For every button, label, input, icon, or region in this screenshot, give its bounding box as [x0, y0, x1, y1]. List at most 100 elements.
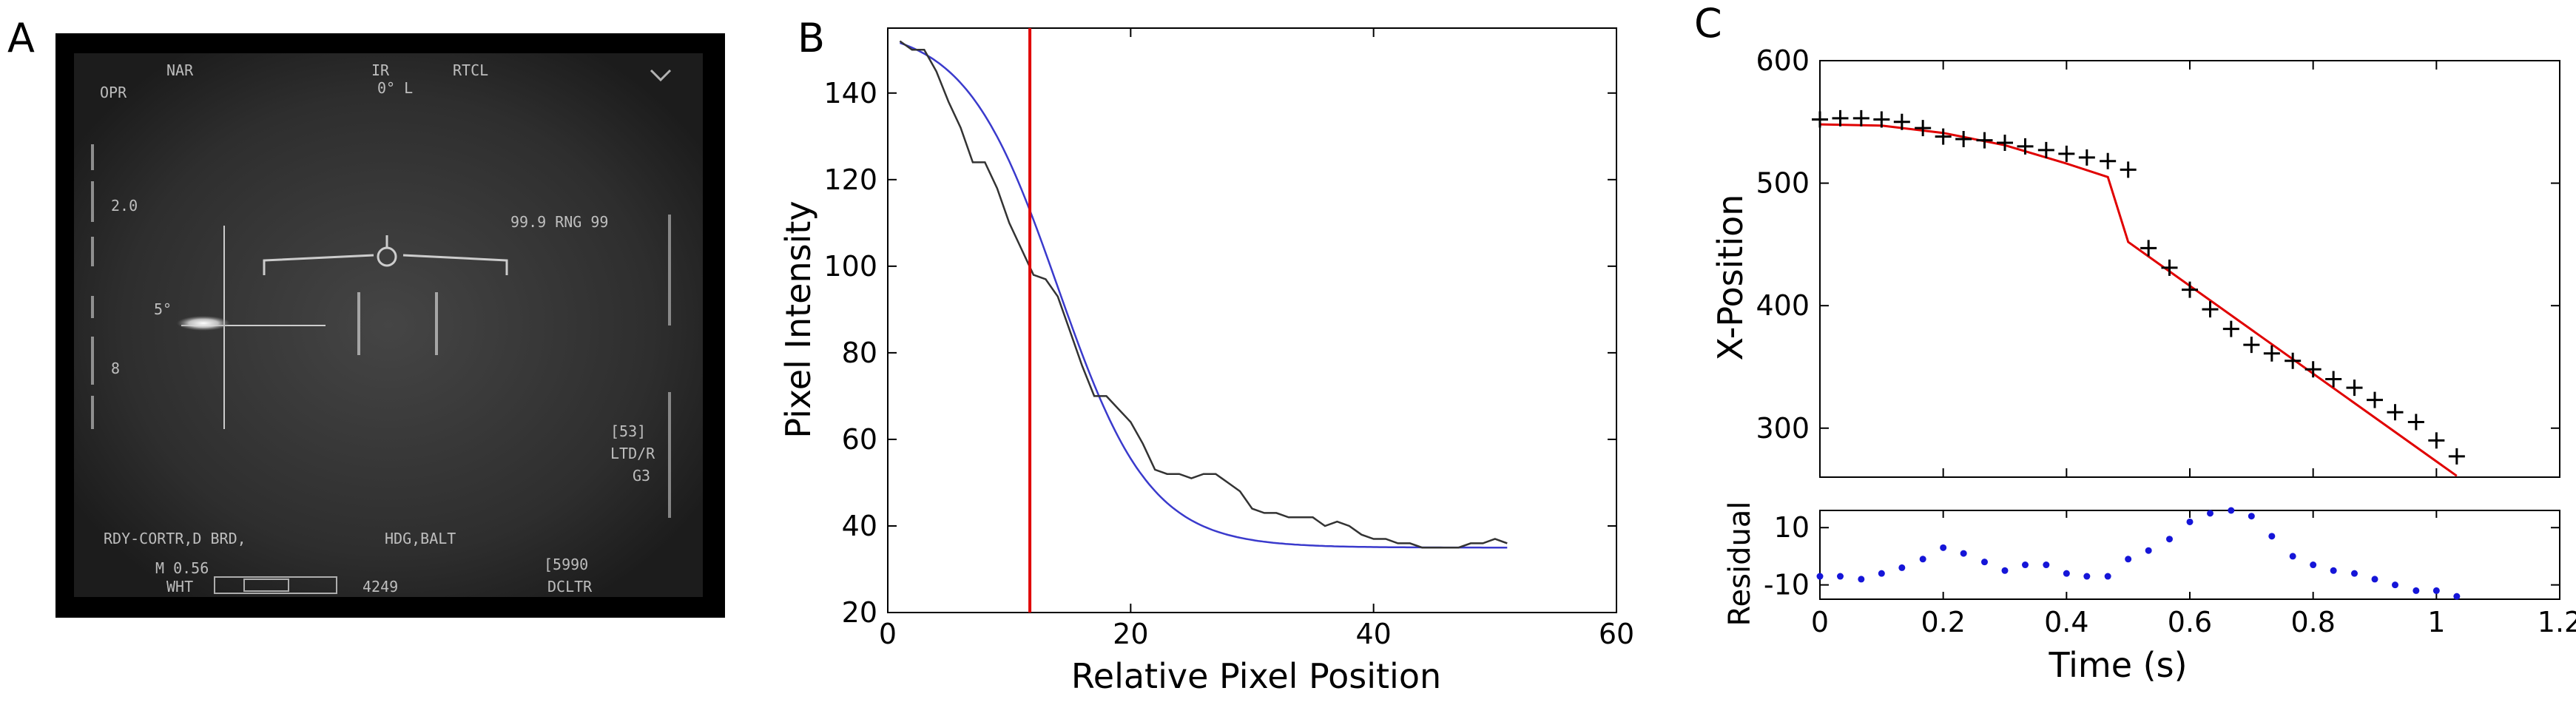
- chart-c-top-point: [2428, 432, 2445, 449]
- chart-c-top-point: [2407, 414, 2424, 431]
- chart-c-top-point: [1935, 128, 1952, 145]
- chart-b-xlabel: Relative Pixel Position: [1071, 656, 1441, 696]
- hud-bottom4: WHT: [166, 578, 193, 596]
- chart-b-ytick-label: 40: [842, 510, 877, 542]
- chart-c-bottom-point: [2392, 581, 2398, 589]
- chart-c-bottom-point: [2125, 556, 2132, 563]
- chart-c-top-ylabel: X-Position: [1710, 195, 1750, 361]
- chart-c-bottom-point: [2166, 536, 2173, 543]
- chart-b-ytick-label: 140: [823, 77, 877, 109]
- chart-c-bottom-point: [2310, 561, 2317, 569]
- hud-bottom7: DCLTR: [547, 578, 593, 596]
- reticle-bars: [357, 292, 438, 355]
- panel-a-video-frame: OPR NAR IR RTCL 0° L 2.0 8 5°: [55, 33, 725, 618]
- chart-c-bottom-xlabel: Time (s): [2048, 645, 2187, 685]
- chart-b-ytick-label: 60: [842, 423, 877, 456]
- chart-c-bottom-point: [2413, 587, 2420, 594]
- chart-c-top-ytick-label: 500: [1756, 167, 1810, 200]
- chart-c-bottom-point: [2104, 573, 2111, 580]
- chart-c-bottom-point: [1960, 550, 1967, 557]
- chart-b-xtick-label: 60: [1599, 618, 1634, 650]
- chart-b-xtick-label: 40: [1355, 618, 1391, 650]
- panel-letter-a: A: [7, 15, 35, 61]
- target-object: [177, 316, 230, 331]
- chart-c-bottom-point: [2289, 553, 2296, 560]
- chart-c-top-point: [1955, 130, 1972, 147]
- chart-c-top-point: [2182, 281, 2198, 298]
- chart-c-bottom-ytick-label: 10: [1774, 511, 1810, 544]
- chart-c-top-point: [1852, 109, 1869, 127]
- chart-c-top-point: [2448, 448, 2465, 465]
- chart-c-top-point: [2161, 259, 2178, 276]
- chart-c-top-point: [2304, 361, 2322, 378]
- hud-bottom3: M 0.56: [155, 559, 209, 577]
- chart-c-bottom-xtick-label: 0.8: [2290, 606, 2335, 638]
- chart-c-bottom-point: [1898, 564, 1906, 571]
- chart-c-top-point: [1812, 111, 1828, 128]
- chart-c-top-ytick-label: 400: [1756, 289, 1810, 322]
- hud-track2: LTD/R: [610, 445, 655, 462]
- chart-c-top-point: [2058, 145, 2075, 162]
- panel-letter-c: C: [1694, 0, 1722, 47]
- chart-b-measured-line: [899, 40, 1508, 549]
- chart-c-top-point: [2017, 138, 2034, 155]
- hud-track3: G3: [633, 467, 650, 485]
- chart-b-ytick-label: 20: [842, 596, 877, 629]
- chart-b-ytick-label: 80: [842, 337, 877, 369]
- chart-b-ytick-label: 120: [823, 163, 877, 196]
- chart-b-fit-line: [899, 41, 1508, 549]
- chart-c-top-point: [2367, 391, 2383, 408]
- chart-c-top-point: [2140, 240, 2157, 257]
- infrared-display: [74, 53, 703, 597]
- chart-c-bottom-point: [2351, 570, 2358, 577]
- chart-c-bottom-point: [1981, 559, 1988, 566]
- chart-c-top-point: [2037, 141, 2054, 158]
- chart-c-top-point: [2100, 152, 2117, 169]
- hud-box: [214, 576, 337, 594]
- chart-c-bottom-point: [1940, 544, 1947, 551]
- chart-c-top-point: [1893, 113, 1910, 130]
- chart-c-bottom-point: [2371, 576, 2378, 583]
- chart-c-top-point: [2120, 161, 2137, 178]
- chart-c-top-point: [2078, 149, 2095, 166]
- hud-bottom5: 4249: [363, 578, 398, 596]
- chart-c-top-point: [2346, 380, 2363, 397]
- chart-b-frame: [887, 27, 1617, 613]
- chart-c-top-point: [2285, 352, 2302, 369]
- chart-c-bottom: Residual Time (s) -10 10 0 0.2 0.4 0.6 0.8 1 1.2: [1723, 502, 2576, 685]
- aircraft-reticle: [263, 235, 508, 275]
- chart-c-top: X-Position 300 400 500 600: [1710, 44, 2560, 478]
- chart-c-bottom-frame: [1819, 510, 2560, 600]
- chart-c-bottom-xtick-label: 0.4: [2044, 606, 2088, 638]
- chart-b-xtick-label: 20: [1113, 618, 1148, 650]
- chart-c-top-frame: [1819, 60, 2560, 478]
- chart-c-bottom-point: [1878, 570, 1885, 577]
- hud-top-sub: 0° L: [377, 79, 413, 97]
- chart-c-top-point: [1832, 109, 1849, 127]
- hud-angle: 5°: [154, 300, 172, 318]
- chart-c-bottom-xtick-label: 0: [1811, 606, 1829, 638]
- chart-c-bottom-point: [2228, 507, 2235, 514]
- chart-c-top-point: [1997, 134, 2013, 151]
- chart-c-bottom-point: [2063, 570, 2070, 577]
- hud-top-mid1: NAR: [166, 61, 194, 79]
- chart-c-bottom-point: [1858, 576, 1865, 583]
- chart-c-bottom-xtick-label: 0.2: [1921, 606, 1965, 638]
- chart-c-top-point: [1873, 111, 1890, 128]
- hud-top-mid3: RTCL: [453, 61, 488, 79]
- chart-c-top-point: [2263, 345, 2280, 362]
- chart-c-top-point: [2325, 371, 2342, 388]
- chart-c-bottom-point: [2186, 518, 2194, 525]
- chart-c-bottom-point: [1816, 573, 1824, 580]
- panel-letter-b: B: [798, 15, 825, 61]
- hud-track1: [53]: [610, 422, 646, 440]
- chart-c-bottom-point: [2022, 561, 2029, 569]
- chart-c-bottom-point: [2432, 587, 2440, 594]
- chart-c-bottom-ylabel: Residual: [1723, 502, 1757, 627]
- chart-c-top-ytick-label: 600: [1756, 44, 1810, 77]
- chart-c-bottom-point: [2083, 573, 2091, 580]
- chart-c-bottom-xtick-label: 1.2: [2538, 606, 2576, 638]
- chart-c-bottom-xtick-label: 0.6: [2168, 606, 2212, 638]
- hud-box-inner: [243, 578, 289, 592]
- chart-c-top-ytick-label: 300: [1756, 412, 1810, 445]
